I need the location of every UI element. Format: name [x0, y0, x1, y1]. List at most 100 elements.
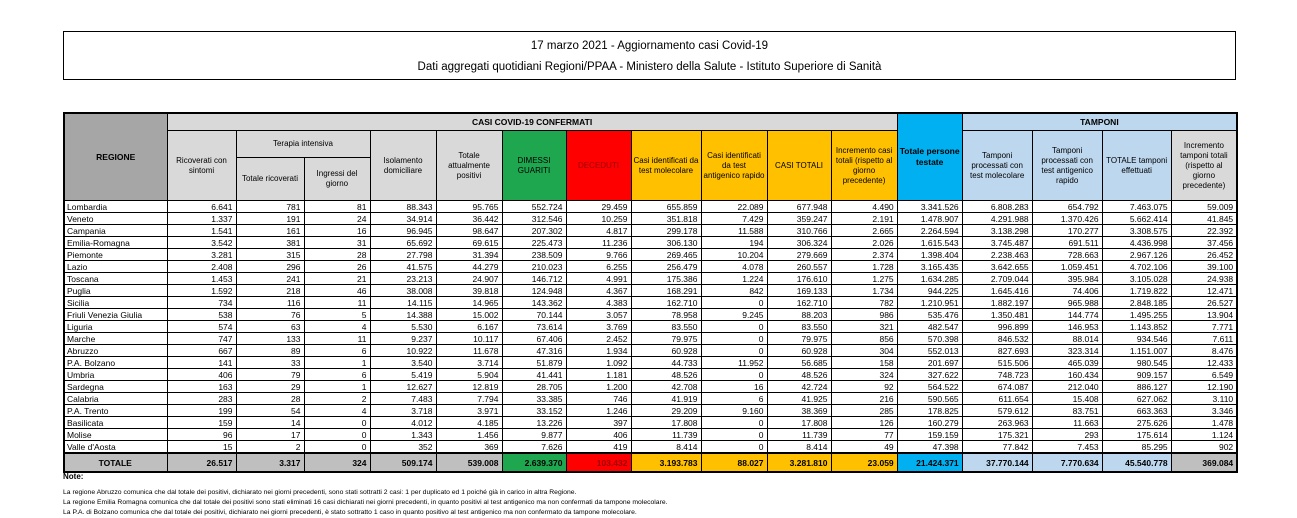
data-cell: 0 [303, 428, 371, 441]
data-cell: 256.479 [630, 260, 702, 273]
data-cell: 79.975 [766, 332, 832, 345]
data-cell: 996.899 [961, 320, 1033, 333]
header-casi-test-molecolare: Casi identificati da test molecolare [630, 130, 702, 201]
data-cell: 2.967.126 [1101, 248, 1172, 261]
data-cell: 667 [166, 344, 237, 357]
data-cell: 7.794 [435, 392, 503, 405]
data-cell: 4.078 [700, 260, 768, 273]
data-cell: 3.642.655 [961, 260, 1033, 273]
data-cell: 88.203 [766, 308, 832, 321]
data-cell: 17.808 [766, 416, 832, 429]
data-cell: 4.702.106 [1101, 260, 1172, 273]
region-name: Piemonte [63, 248, 168, 261]
data-cell: 176.610 [766, 272, 832, 285]
data-cell: 1.456 [435, 428, 503, 441]
data-cell: 41.919 [630, 392, 702, 405]
data-cell: 194 [700, 236, 768, 249]
data-cell: 11 [303, 332, 371, 345]
data-cell: 1.453 [166, 272, 237, 285]
table-row: Toscana 1.453 241 21 23.213 24.907 146.712 4.99… [63, 272, 1238, 285]
data-cell: 0 [700, 368, 768, 381]
data-cell: 324 [830, 368, 898, 381]
data-cell: 827.693 [961, 344, 1033, 357]
data-cell: 77.842 [961, 440, 1033, 454]
data-cell: 37.770.144 [961, 452, 1033, 473]
data-cell: 691.511 [1031, 236, 1103, 249]
data-cell: 46 [303, 284, 371, 297]
data-cell: 12.471 [1170, 284, 1238, 297]
data-cell: 980.545 [1101, 356, 1172, 369]
data-cell: 33 [235, 356, 305, 369]
data-cell: 4.185 [435, 416, 503, 429]
table-row: Valle d'Aosta 15 2 0 352 369 7.626 419 8.414 0 8.4… [63, 440, 1238, 454]
data-cell: 842 [700, 284, 768, 297]
data-cell: 2.452 [565, 332, 632, 345]
data-cell: 79 [235, 368, 305, 381]
data-cell: 0 [700, 428, 768, 441]
data-cell: 3.138.298 [961, 224, 1033, 237]
data-cell: 2.264.594 [896, 224, 963, 237]
data-cell: 2.191 [830, 212, 898, 225]
data-cell: 13.904 [1170, 308, 1238, 321]
data-cell: 1.224 [700, 272, 768, 285]
data-cell: 552.013 [896, 344, 963, 357]
data-cell: 5 [303, 308, 371, 321]
data-cell: 3.542 [166, 236, 237, 249]
data-cell: 160.434 [1031, 368, 1103, 381]
data-cell: 10.117 [435, 332, 503, 345]
data-cell: 65.692 [369, 236, 437, 249]
data-cell: 11.663 [1031, 416, 1103, 429]
data-cell: 3.341.526 [896, 200, 963, 213]
data-cell: 369.084 [1170, 452, 1238, 473]
region-name: Sicilia [63, 296, 168, 309]
data-cell: 3.308.575 [1101, 224, 1172, 237]
data-cell: 170.277 [1031, 224, 1103, 237]
data-cell: 7.483 [369, 392, 437, 405]
region-name: Valle d'Aosta [63, 440, 168, 454]
data-cell: 482.547 [896, 320, 963, 333]
data-cell: 199 [166, 404, 237, 417]
header-group-casi-confermati: CASI COVID-19 CONFERMATI [166, 112, 898, 131]
note-line-bolzano: La P.A. di Bolzano comunica che dal tota… [63, 508, 637, 516]
data-cell: 465.039 [1031, 356, 1103, 369]
data-cell: 0 [303, 440, 371, 454]
data-cell: 564.522 [896, 380, 963, 393]
data-cell: 98.647 [435, 224, 503, 237]
table-row: Umbria 406 79 6 5.419 5.904 41.441 1.181 48.526 0… [63, 368, 1238, 381]
data-cell: 1.734 [830, 284, 898, 297]
data-cell: 161 [235, 224, 305, 237]
data-cell: 146.712 [501, 272, 567, 285]
data-cell: 381 [235, 236, 305, 249]
table-row: Sicilia 734 116 11 14.115 14.965 143.362 4.383 1… [63, 296, 1238, 309]
data-cell: 77 [830, 428, 898, 441]
region-name: Friuli Venezia Giulia [63, 308, 168, 321]
data-cell: 210.023 [501, 260, 567, 273]
data-cell: 96.945 [369, 224, 437, 237]
data-cell: 96 [166, 428, 237, 441]
data-cell: 570.398 [896, 332, 963, 345]
data-cell: 12.433 [1170, 356, 1238, 369]
note-line-emilia-romagna: La regione Emilia Romagna comunica che d… [63, 498, 668, 506]
data-cell: 11.588 [700, 224, 768, 237]
table-row: P.A. Trento 199 54 4 3.718 3.971 33.152 1.246 29… [63, 404, 1238, 417]
table-row: Piemonte 3.281 315 28 27.798 31.394 238.509 9.7… [63, 248, 1238, 261]
data-cell: 1.934 [565, 344, 632, 357]
data-cell: 1.092 [565, 356, 632, 369]
data-cell: 168.291 [630, 284, 702, 297]
data-cell: 1.478.907 [896, 212, 963, 225]
data-cell: 12.819 [435, 380, 503, 393]
data-cell: 60.928 [766, 344, 832, 357]
data-cell: 15.408 [1031, 392, 1103, 405]
data-cell: 45.540.778 [1101, 452, 1172, 473]
data-cell: 7.429 [700, 212, 768, 225]
data-cell: 1.200 [565, 380, 632, 393]
data-cell: 674.087 [961, 380, 1033, 393]
region-name: Veneto [63, 212, 168, 225]
region-name: Lazio [63, 260, 168, 273]
data-cell: 29.459 [565, 200, 632, 213]
data-cell: 2.639.370 [501, 452, 567, 473]
data-cell: 4.436.998 [1101, 236, 1172, 249]
header-casi-totali: CASI TOTALI [766, 130, 832, 201]
data-cell: 92 [830, 380, 898, 393]
